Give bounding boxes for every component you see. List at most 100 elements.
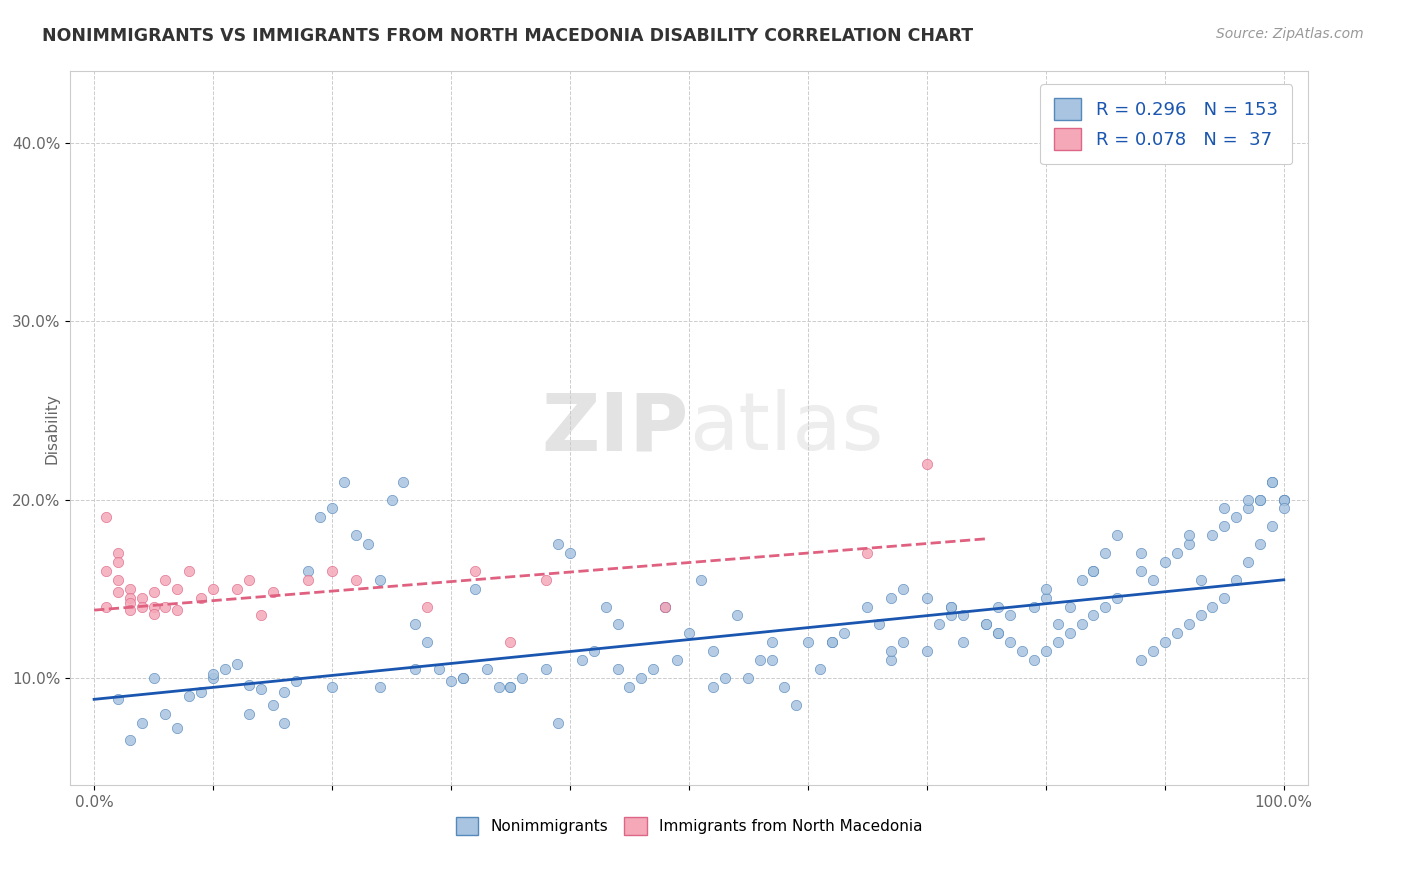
Point [142,599,165,614]
Point [1237,555,1260,569]
Point [1094,546,1116,560]
Point [166,603,188,617]
Point [1189,573,1212,587]
Point [737,671,759,685]
Point [249,608,271,623]
Point [1237,501,1260,516]
Point [309,510,332,524]
Point [534,662,557,676]
Point [166,721,188,735]
Point [190,685,212,699]
Point [1035,591,1057,605]
Point [808,662,831,676]
Point [987,599,1010,614]
Point [915,644,938,658]
Point [654,599,676,614]
Point [915,457,938,471]
Point [297,573,319,587]
Point [547,715,569,730]
Point [1083,608,1105,623]
Point [451,671,474,685]
Point [499,635,522,649]
Point [427,662,450,676]
Point [1022,653,1045,667]
Point [118,603,141,617]
Point [1153,635,1175,649]
Point [321,501,343,516]
Point [333,475,356,489]
Point [821,635,844,649]
Point [915,591,938,605]
Text: atlas: atlas [689,389,883,467]
Point [142,671,165,685]
Point [1107,528,1129,542]
Point [1107,591,1129,605]
Point [238,706,260,721]
Point [404,617,426,632]
Point [202,671,225,685]
Point [451,671,474,685]
Point [1166,626,1188,640]
Point [464,582,486,596]
Point [131,715,153,730]
Point [1130,564,1153,578]
Point [297,564,319,578]
Point [107,555,129,569]
Point [202,582,225,596]
Point [797,635,820,649]
Point [1059,599,1081,614]
Point [952,635,974,649]
Point [380,492,402,507]
Text: NONIMMIGRANTS VS IMMIGRANTS FROM NORTH MACEDONIA DISABILITY CORRELATION CHART: NONIMMIGRANTS VS IMMIGRANTS FROM NORTH M… [42,27,973,45]
Point [702,644,724,658]
Point [321,564,343,578]
Point [666,653,689,667]
Point [1130,546,1153,560]
Point [1070,573,1092,587]
Point [534,573,557,587]
Point [821,635,844,649]
Point [273,685,295,699]
Point [630,671,652,685]
Point [1213,519,1236,533]
Point [1059,626,1081,640]
Point [713,671,735,685]
Point [868,617,890,632]
Point [1189,608,1212,623]
Point [856,599,879,614]
Point [952,608,974,623]
Point [1046,617,1069,632]
Point [998,608,1021,623]
Point [131,591,153,605]
Point [94,564,117,578]
Point [1142,644,1164,658]
Point [1272,492,1295,507]
Point [1153,555,1175,569]
Point [238,678,260,692]
Point [1249,492,1271,507]
Point [118,591,141,605]
Point [262,698,284,712]
Y-axis label: Disability: Disability [44,392,59,464]
Point [702,680,724,694]
Point [1249,492,1271,507]
Point [1272,492,1295,507]
Point [416,635,439,649]
Point [1094,599,1116,614]
Point [118,733,141,747]
Point [547,537,569,551]
Text: Source: ZipAtlas.com: Source: ZipAtlas.com [1216,27,1364,41]
Point [1130,653,1153,667]
Point [654,599,676,614]
Point [761,653,783,667]
Point [606,617,628,632]
Point [939,608,962,623]
Point [499,680,522,694]
Point [475,662,498,676]
Point [179,564,201,578]
Point [582,644,605,658]
Point [654,599,676,614]
Point [643,662,665,676]
Point [558,546,581,560]
Point [107,585,129,599]
